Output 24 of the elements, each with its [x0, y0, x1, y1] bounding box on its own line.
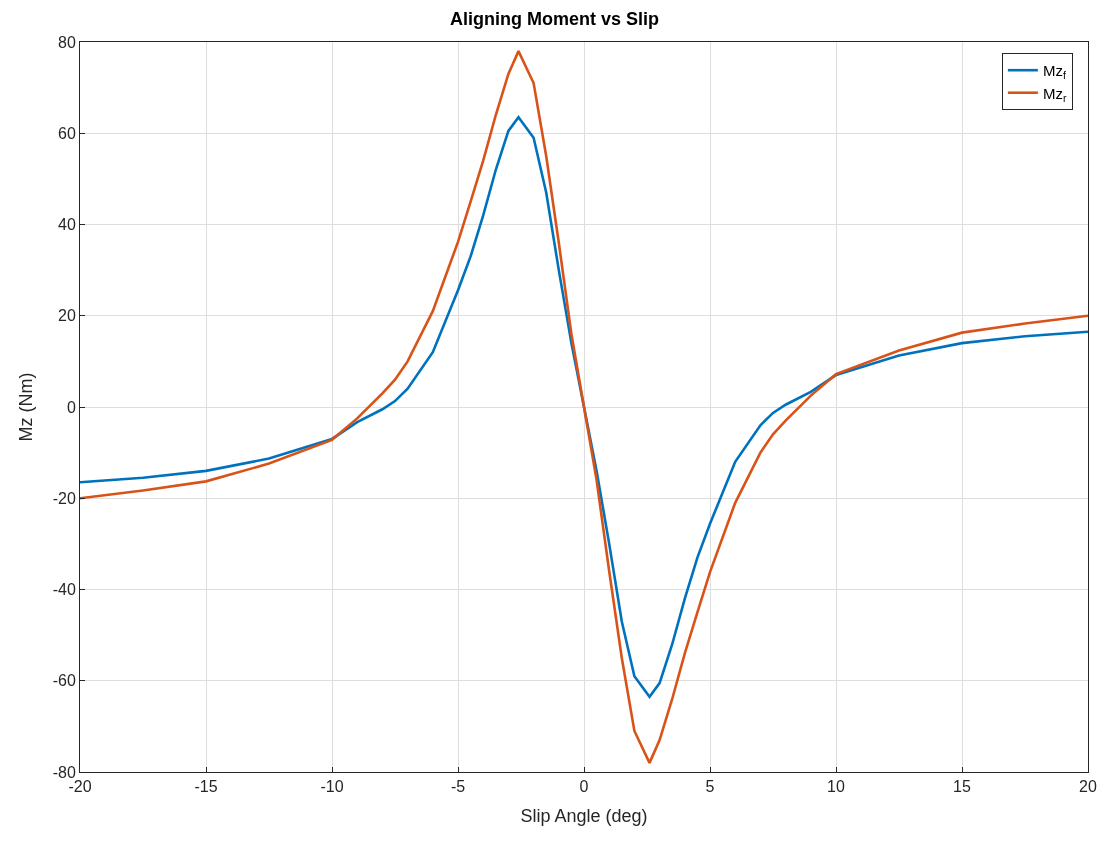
x-tick-label: 20: [1079, 778, 1097, 796]
legend-label: Mz$_{r}$: [1042, 84, 1067, 104]
x-axis-title: Slip Angle (deg): [520, 806, 648, 827]
line-series: [80, 49, 1088, 765]
x-tick-label: -5: [450, 778, 466, 796]
y-tick-label: 0: [66, 398, 76, 416]
x-tick-label: -15: [194, 778, 218, 796]
line-series: [80, 115, 1088, 699]
x-tick-label: 10: [827, 778, 845, 796]
chart-title: Aligning Moment vs Slip: [449, 9, 660, 30]
x-tick-label: 5: [705, 778, 715, 796]
y-tick-label: 60: [58, 124, 76, 142]
legend-label: Mz$_{f}$: [1042, 62, 1066, 82]
y-tick-label: 40: [58, 216, 76, 234]
x-tick-label: -10: [320, 778, 344, 796]
x-tick-label: 0: [579, 778, 589, 796]
y-tick-label: -60: [52, 672, 76, 690]
y-tick-label: -80: [52, 763, 76, 781]
y-tick-label: -20: [52, 489, 76, 507]
x-tick-label: 15: [953, 778, 971, 796]
y-axis-title: Mz (Nm): [15, 372, 36, 442]
y-tick-label: -40: [52, 581, 76, 599]
y-tick-label: 80: [58, 33, 76, 51]
y-tick-label: 20: [58, 307, 76, 325]
